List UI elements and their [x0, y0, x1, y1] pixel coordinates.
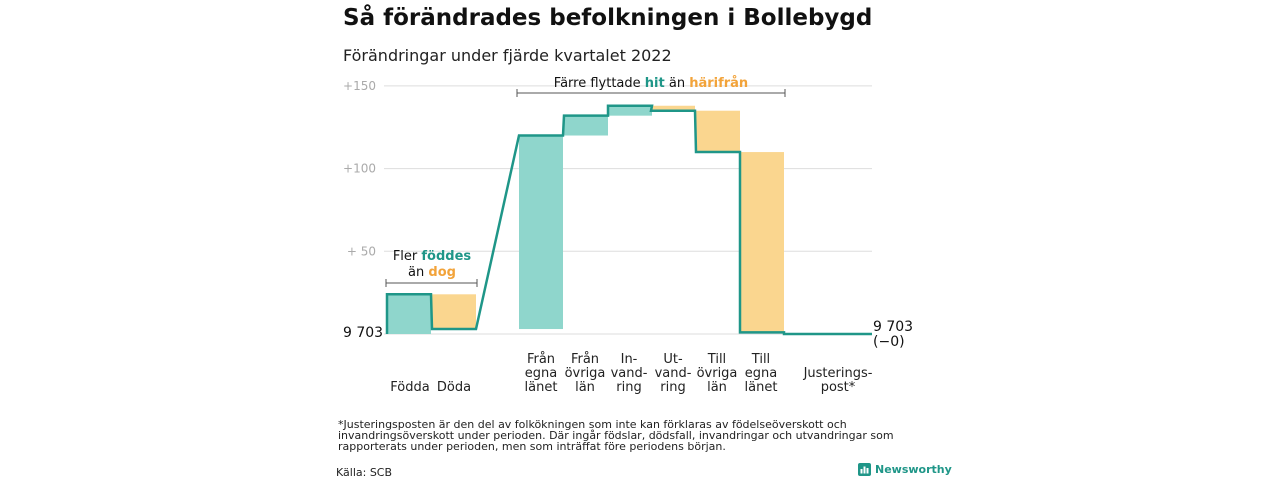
- chart-subtitle: Förändringar under fjärde kvartalet 2022: [343, 46, 672, 65]
- bar-utvandring: [651, 105, 695, 111]
- source-label: Källa: SCB: [336, 466, 393, 479]
- moves-annotation: Färre flyttade hit än härifrån: [517, 76, 785, 92]
- category-label-line: Ut-: [663, 352, 683, 367]
- category-label-line: Från: [570, 352, 600, 367]
- category-label-line: In-: [620, 352, 638, 367]
- births-annotation-highlight-2: dog: [428, 265, 456, 280]
- category-label-line: vand-: [654, 366, 692, 381]
- moves-annotation-highlight-2: härifrån: [689, 76, 749, 91]
- category-label-line: Döda: [436, 380, 472, 395]
- category-label-line: övriga: [564, 366, 606, 381]
- births-annotation-highlight: föddes: [421, 249, 472, 264]
- footnote: *Justeringsposten är den del av folkökni…: [338, 418, 894, 453]
- category-label-line: egna: [744, 366, 778, 381]
- category-label-line: övriga: [696, 366, 738, 381]
- moves-annotation-highlight: hit: [644, 76, 665, 91]
- category-label: Ut-vand-ring: [643, 353, 703, 395]
- category-label: Till egna länet: [731, 353, 791, 395]
- start-value-label: 9 703: [343, 325, 384, 341]
- brand-logo: Newsworthy: [858, 463, 952, 476]
- end-value-label: 9 703 (−0): [873, 320, 913, 350]
- category-label: Födda: [380, 381, 440, 395]
- moves-annotation-before: Färre flyttade: [553, 76, 645, 91]
- category-label: Justerings-post*: [793, 367, 883, 395]
- category-label-line: Till: [751, 352, 771, 367]
- category-label-line: Från: [526, 352, 556, 367]
- category-label-line: Födda: [390, 380, 430, 395]
- births-annotation-after: än: [408, 265, 429, 280]
- bar-frånegnalänet: [519, 135, 563, 330]
- category-label-line: länet: [744, 380, 778, 395]
- category-label-line: Till: [707, 352, 727, 367]
- newsworthy-icon: [858, 463, 871, 476]
- bar-tillegnalänet: [740, 152, 784, 333]
- moves-annotation-mid: än: [664, 76, 690, 91]
- bar-födda: [387, 294, 431, 334]
- category-label: Döda: [424, 381, 484, 395]
- category-label-line: Justerings-: [803, 366, 873, 381]
- y-tick-label: +100: [343, 162, 376, 176]
- category-label: Från egna länet: [511, 353, 571, 395]
- category-label-line: vand-: [610, 366, 648, 381]
- category-label-line: län: [575, 380, 595, 395]
- y-tick-label: + 50: [347, 244, 376, 258]
- y-tick-label: +150: [343, 79, 376, 93]
- category-label: In-vand-ring: [599, 353, 659, 395]
- category-label: Till övriga län: [687, 353, 747, 395]
- bar-döda: [432, 294, 476, 330]
- category-label-line: ring: [660, 380, 686, 395]
- category-label-line: post*: [820, 380, 856, 395]
- end-value-label-line2: (−0): [873, 334, 905, 350]
- category-label-line: län: [707, 380, 727, 395]
- chart-title: Så förändrades befolkningen i Bollebygd: [343, 5, 873, 31]
- bar-invandring: [608, 105, 652, 116]
- category-label: Från övriga län: [555, 353, 615, 395]
- population-step-line: [385, 104, 872, 336]
- end-value-label-line1: 9 703: [873, 319, 914, 335]
- brand-name: Newsworthy: [875, 463, 952, 476]
- births-annotation-before: Fler: [392, 249, 422, 264]
- category-label-line: egna: [524, 366, 558, 381]
- bar-tillövrigalän: [696, 110, 740, 153]
- category-label-line: ring: [616, 380, 642, 395]
- births-annotation: Fler föddes än dog: [386, 249, 478, 281]
- bar-frånövrigalän: [564, 115, 608, 136]
- category-label-line: länet: [524, 380, 558, 395]
